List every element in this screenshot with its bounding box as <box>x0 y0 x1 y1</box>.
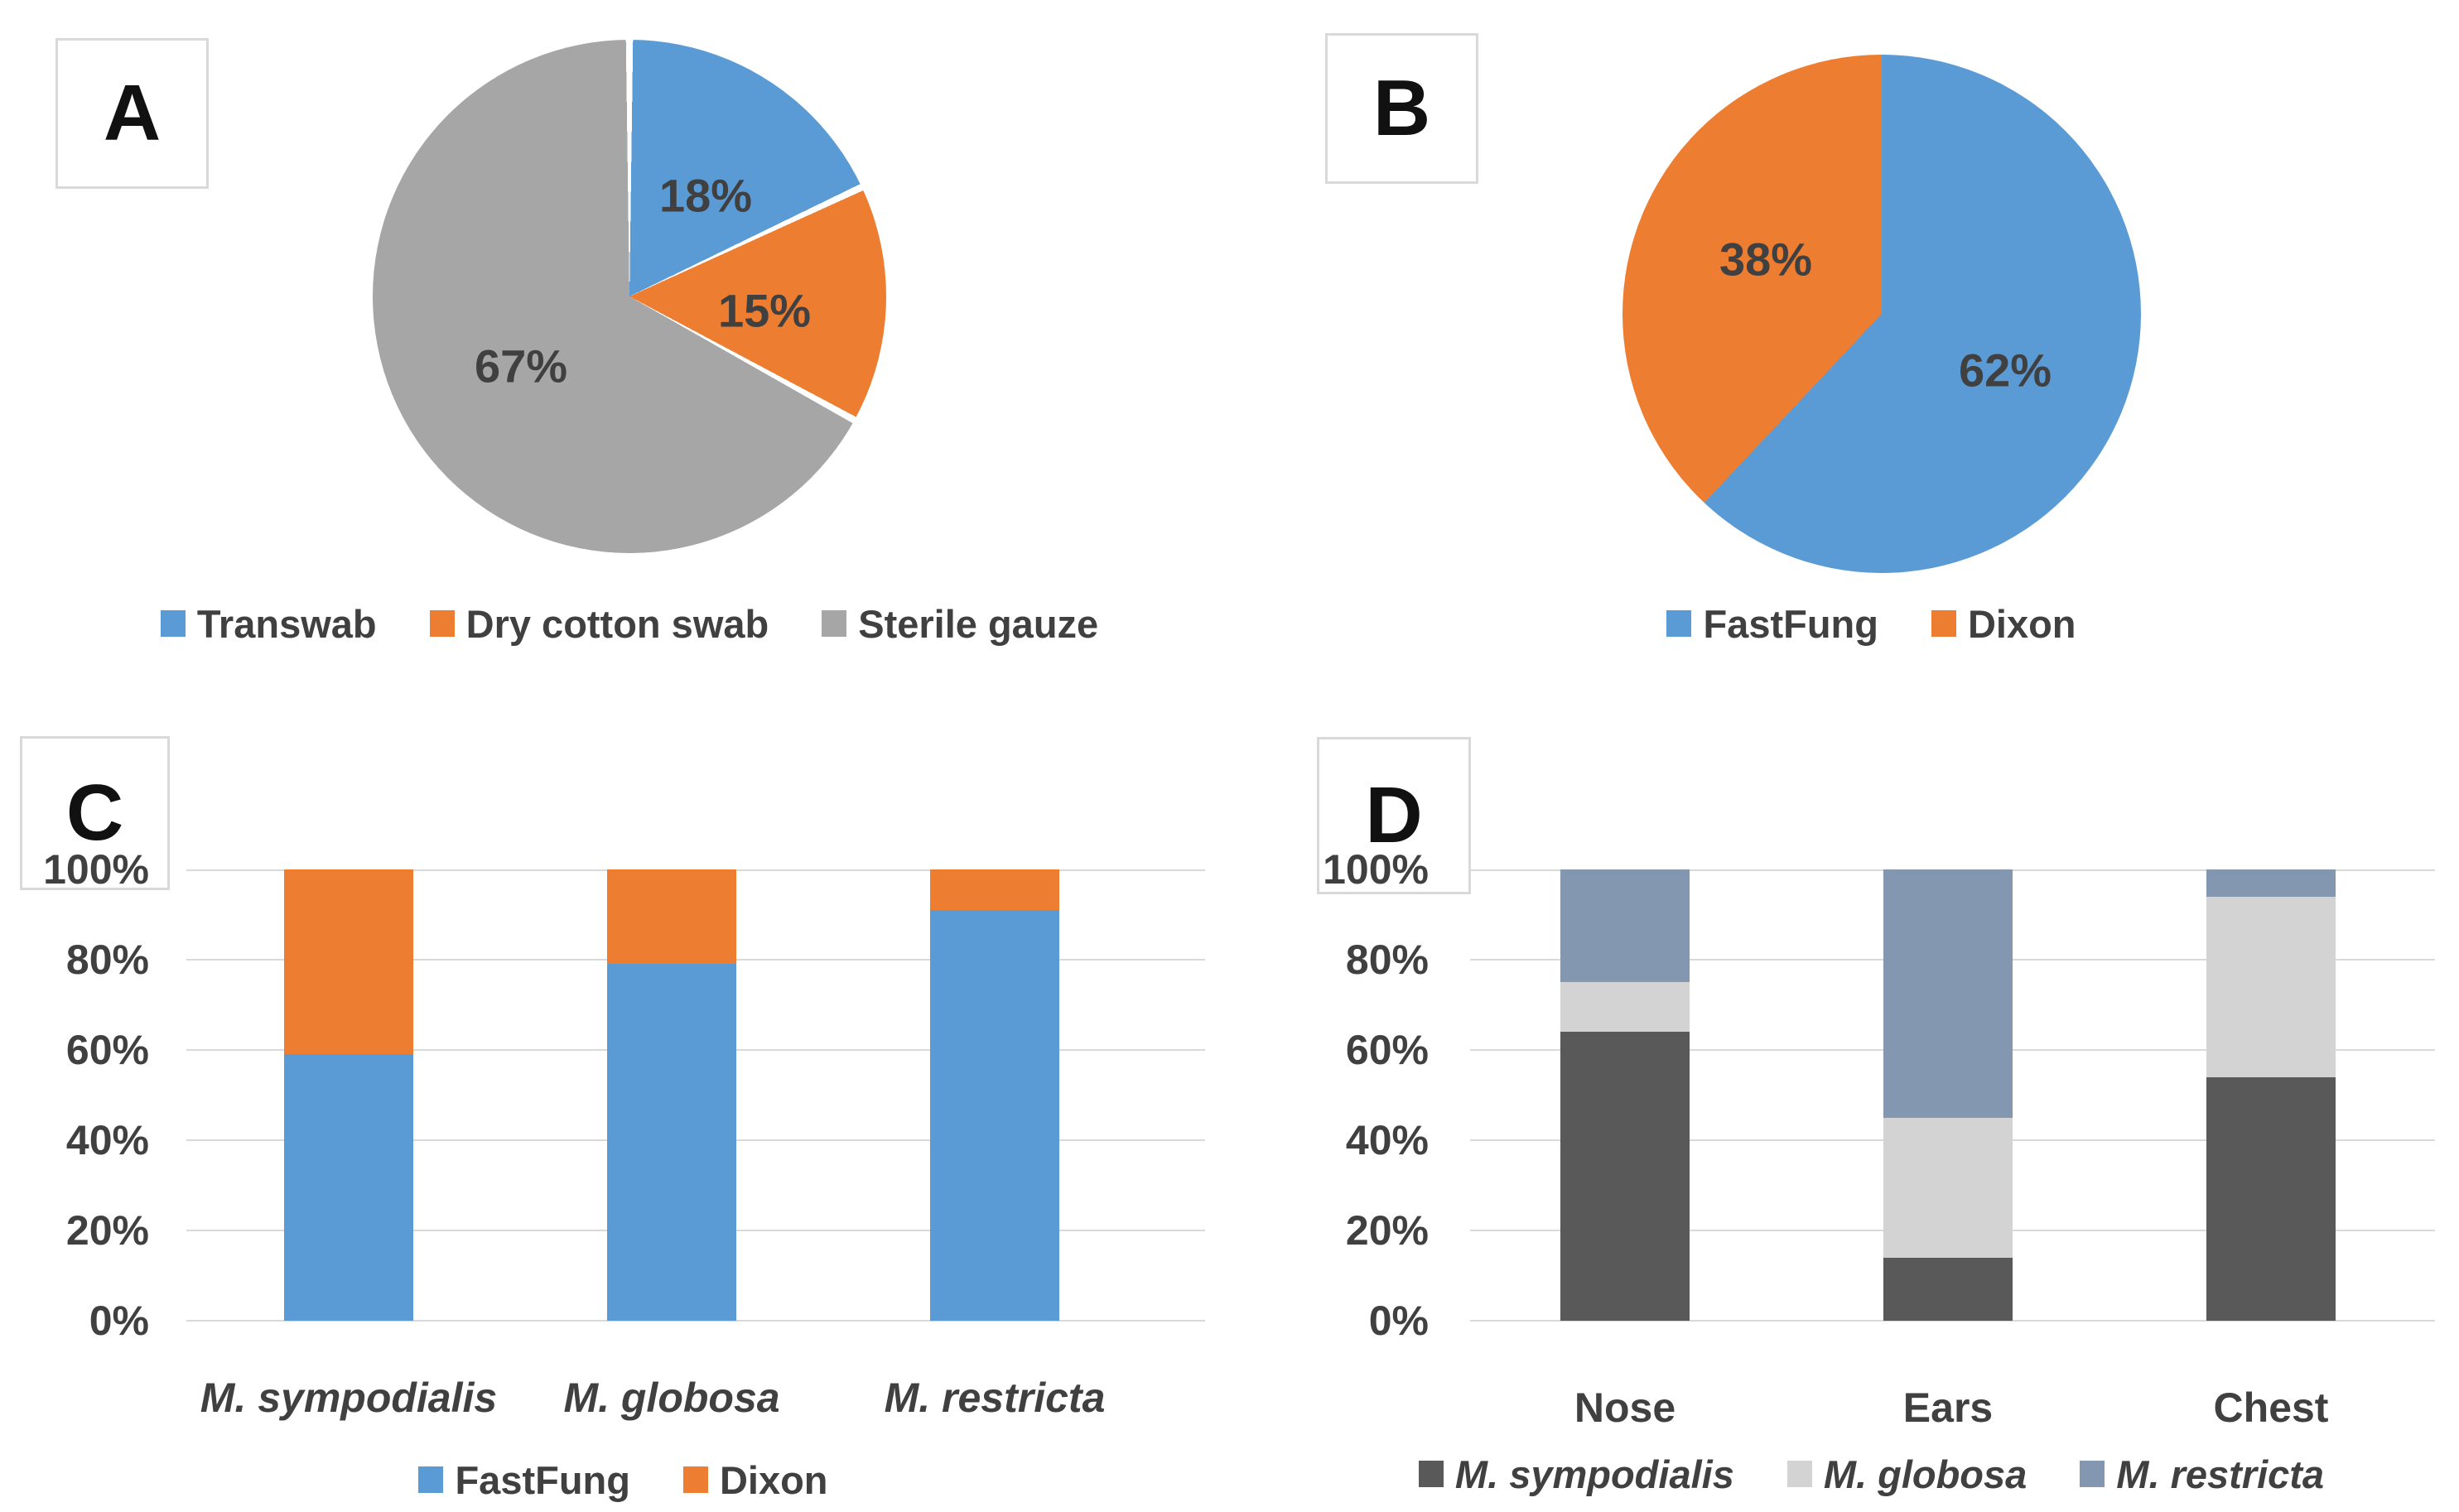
bar-segment-nose-m-restricta <box>1560 869 1690 983</box>
bar-segment-m-restricta-fastfung <box>930 910 1059 1321</box>
panel-c-label-box: C <box>20 736 170 890</box>
legend-panel-d: M. sympodialis M. globosa M. restricta <box>1284 1449 2459 1499</box>
bar-m-sympodialis <box>284 869 413 1321</box>
tick-label-20: 20% <box>1345 1207 1429 1254</box>
category-label-m-globosa: M. globosa <box>563 1375 780 1421</box>
legend-swatch-dixon <box>682 1466 708 1493</box>
bar-segment-m-globosa-dixon <box>607 869 736 965</box>
tick-label-60: 60% <box>65 1027 149 1073</box>
panel-d-letter: D <box>1365 771 1423 860</box>
bar-segment-m-sympodialis-dixon <box>284 869 413 1055</box>
tick-label-80: 80% <box>1345 937 1429 983</box>
category-label-m-restricta: M. restricta <box>884 1375 1106 1421</box>
panel-d-label-box: D <box>1317 737 1471 894</box>
panel-b-letter: B <box>1372 64 1431 152</box>
legend-item-transwab: Transwab <box>160 601 377 647</box>
stacked-bar-plot-body-sites <box>1470 869 2435 1322</box>
bar-m-globosa <box>607 869 736 1321</box>
bar-nose <box>1560 869 1690 1321</box>
bar-segment-ears-m-sympodialis <box>1883 1257 2013 1321</box>
category-label-ears: Ears <box>1902 1384 1994 1431</box>
legend-panel-a: Transwab Dry cotton swab Sterile gauze <box>0 599 1259 648</box>
legend-label: M. restricta <box>2116 1452 2325 1496</box>
legend-swatch-m-sympodialis <box>1418 1461 1444 1487</box>
bar-ears <box>1883 869 2013 1321</box>
legend-item-sterile-gauze: Sterile gauze <box>822 601 1098 647</box>
pie-data-label-fastfung: 62% <box>1958 344 2052 397</box>
tick-label-0: 0% <box>1368 1298 1429 1344</box>
panel-b-label-box: B <box>1325 33 1478 184</box>
legend-label: FastFung <box>455 1457 630 1502</box>
legend-swatch-transwab <box>160 610 186 637</box>
tick-label-0: 0% <box>89 1298 149 1344</box>
tick-label-40: 40% <box>1345 1117 1429 1163</box>
legend-label: FastFung <box>1703 601 1878 646</box>
panel-a-letter: A <box>103 69 162 157</box>
bar-segment-chest-m-globosa <box>2206 896 2336 1077</box>
legend-panel-b: FastFung Dixon <box>1284 599 2459 648</box>
legend-swatch-fastfung <box>1666 610 1692 637</box>
gridline-0 <box>186 1320 1205 1322</box>
legend-swatch-m-restricta <box>2080 1461 2105 1487</box>
legend-item-dixon: Dixon <box>682 1457 828 1503</box>
tick-label-100: 100% <box>1323 846 1429 893</box>
bar-segment-nose-m-globosa <box>1560 982 1690 1033</box>
legend-swatch-fastfung <box>418 1466 444 1493</box>
legend-item-m-sympodialis: M. sympodialis <box>1418 1452 1734 1497</box>
legend-label: Sterile gauze <box>858 601 1099 646</box>
legend-swatch-dry-cotton-swab <box>429 610 455 637</box>
bar-segment-chest-m-restricta <box>2206 869 2336 897</box>
legend-label: M. globosa <box>1823 1452 2027 1496</box>
bar-segment-nose-m-sympodialis <box>1560 1032 1690 1321</box>
category-label-chest: Chest <box>2213 1384 2329 1431</box>
legend-label: Dixon <box>719 1457 828 1502</box>
legend-item-fastfung: FastFung <box>418 1457 630 1503</box>
legend-item-m-globosa: M. globosa <box>1786 1452 2027 1497</box>
legend-label: Dry cotton swab <box>465 601 769 646</box>
gridline-0 <box>1470 1320 2435 1322</box>
stacked-bar-plot-species <box>186 869 1205 1322</box>
pie-chart-sampling-method: 18% 15% 67% <box>373 40 886 553</box>
legend-item-dry-cotton-swab: Dry cotton swab <box>429 601 769 647</box>
pie-data-label-dixon: 38% <box>1719 233 1813 286</box>
legend-swatch-dixon <box>1931 610 1956 637</box>
tick-label-60: 60% <box>1345 1027 1429 1073</box>
category-label-m-sympodialis: M. sympodialis <box>200 1375 498 1421</box>
y-axis-ticks-panel-c: 0% 20% 40% 60% 80% 100% <box>0 846 149 1344</box>
category-label-nose: Nose <box>1574 1384 1676 1431</box>
bar-segment-m-globosa-fastfung <box>607 964 736 1321</box>
tick-label-20: 20% <box>65 1207 149 1254</box>
tick-label-40: 40% <box>65 1117 149 1163</box>
pie-data-label-dry-cotton-swab: 15% <box>717 284 812 337</box>
pie-data-label-sterile-gauze: 67% <box>474 339 568 392</box>
bar-m-restricta <box>930 869 1059 1321</box>
tick-label-80: 80% <box>65 937 149 983</box>
legend-label: Transwab <box>196 601 377 646</box>
legend-item-m-restricta: M. restricta <box>2080 1452 2324 1497</box>
legend-swatch-m-globosa <box>1786 1461 1812 1487</box>
legend-swatch-sterile-gauze <box>822 610 847 637</box>
pie-data-label-transwab: 18% <box>658 169 753 222</box>
panel-a-label-box: A <box>55 38 209 189</box>
legend-label: M. sympodialis <box>1454 1452 1734 1496</box>
bar-segment-ears-m-globosa <box>1883 1117 2013 1258</box>
bar-chest <box>2206 869 2336 1321</box>
legend-item-dixon: Dixon <box>1931 601 2076 647</box>
pie-chart-culture-medium: 62% 38% <box>1622 55 2141 573</box>
bar-segment-chest-m-sympodialis <box>2206 1076 2336 1321</box>
legend-panel-c: FastFung Dixon <box>0 1455 1246 1505</box>
bar-segment-m-sympodialis-fastfung <box>284 1054 413 1321</box>
bar-segment-ears-m-restricta <box>1883 869 2013 1118</box>
panel-c-letter: C <box>65 768 124 857</box>
bar-segment-m-restricta-dixon <box>930 869 1059 911</box>
tick-label-100: 100% <box>43 846 149 893</box>
y-axis-ticks-panel-d: 0% 20% 40% 60% 80% 100% <box>1280 846 1429 1344</box>
legend-item-fastfung: FastFung <box>1666 601 1878 647</box>
legend-label: Dixon <box>1967 601 2076 646</box>
